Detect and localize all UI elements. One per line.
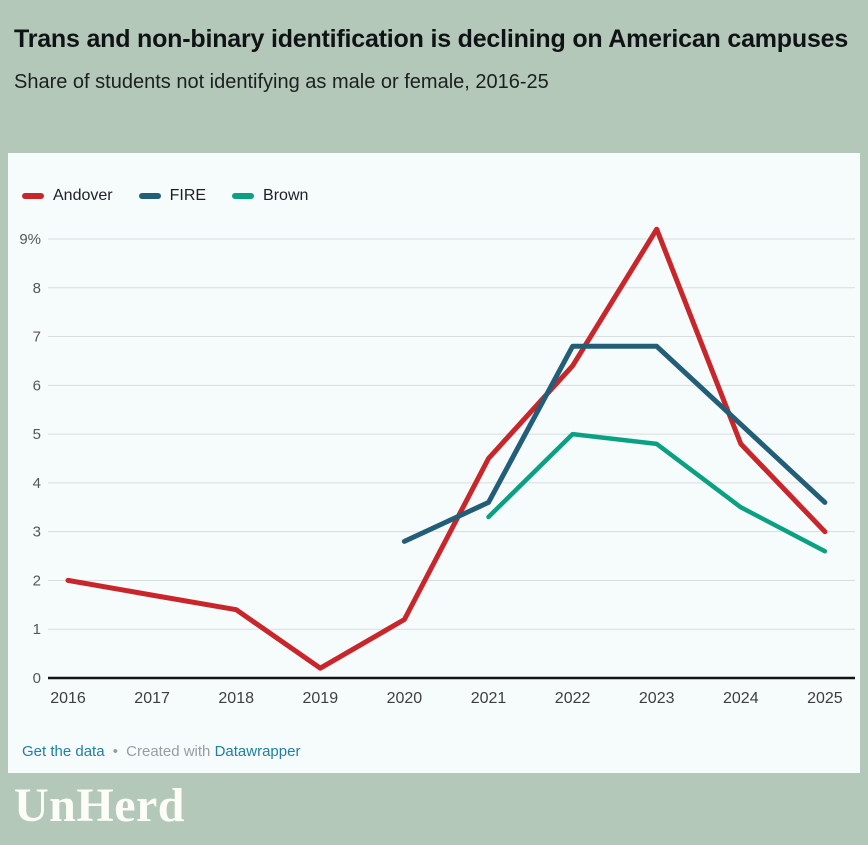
x-tick-label: 2016: [50, 690, 86, 707]
y-tick-label: 1: [33, 621, 41, 638]
legend-label: Brown: [263, 187, 309, 204]
y-tick-label: 4: [33, 475, 41, 492]
x-tick-label: 2024: [723, 690, 759, 707]
get-the-data-link[interactable]: Get the data: [22, 743, 105, 760]
page-subtitle: Share of students not identifying as mal…: [14, 71, 549, 93]
legend-label: FIRE: [169, 187, 207, 204]
datawrapper-link[interactable]: Datawrapper: [214, 743, 301, 760]
series-line-brown[interactable]: [486, 431, 828, 554]
x-tick-label: 2019: [303, 690, 339, 707]
legend-swatch-icon: [22, 193, 44, 199]
legend-label: Andover: [53, 187, 113, 204]
x-tick-label: 2017: [134, 690, 170, 707]
created-with-text: Created with: [126, 743, 211, 760]
legend-item-andover: Andover: [22, 187, 113, 205]
x-tick-label: 2020: [387, 690, 423, 707]
line-chart: 0 1 2 3 4 5 6 7 8 9% 2016 2017 2018 2019 2020 2021 2022 2…: [19, 226, 855, 707]
y-tick-label: 8: [33, 280, 41, 297]
footer-separator: •: [112, 743, 118, 760]
x-tick-label: 2021: [471, 690, 507, 707]
chart-card: Andover FIRE Brown 0 1 2 3 4 5 6 7 8 9% 2016 2017 20…: [8, 153, 860, 773]
chart-legend: Andover FIRE Brown: [22, 187, 308, 205]
x-tick-label: 2018: [218, 690, 254, 707]
page-title: Trans and non-binary identification is d…: [14, 25, 849, 53]
y-tick-label: 9%: [19, 231, 41, 248]
y-tick-label: 5: [33, 426, 41, 443]
y-tick-label: 0: [33, 670, 41, 687]
series-line-fire[interactable]: [401, 343, 828, 544]
unherd-logo: UnHerd: [14, 779, 185, 832]
x-tick-label: 2023: [639, 690, 675, 707]
chart-header: Trans and non-binary identification is d…: [14, 18, 854, 95]
legend-item-fire: FIRE: [138, 187, 207, 205]
x-tick-label: 2025: [807, 690, 843, 707]
legend-swatch-icon: [232, 193, 255, 199]
y-tick-label: 7: [33, 329, 41, 346]
y-tick-label: 6: [33, 377, 41, 394]
chart-footer: Get the data • Created with Datawrapper: [22, 743, 300, 760]
legend-swatch-icon: [138, 193, 161, 199]
x-tick-label: 2022: [555, 690, 591, 707]
legend-item-brown: Brown: [232, 187, 308, 205]
series-line-andover[interactable]: [65, 226, 828, 671]
y-tick-label: 2: [33, 572, 41, 589]
y-tick-label: 3: [33, 524, 41, 541]
